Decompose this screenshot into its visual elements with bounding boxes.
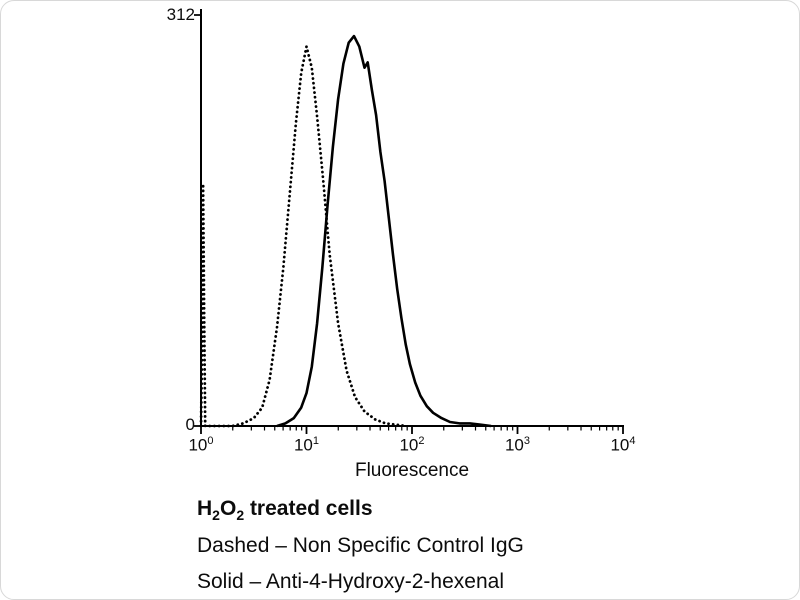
x-tick-label-1e1: 101 (293, 435, 320, 455)
x-tick-label-1e0: 100 (188, 435, 214, 455)
curve-dashed (199, 45, 409, 428)
x-tick-label-1e4: 104 (610, 435, 636, 455)
x-tick-label-1e3: 103 (504, 435, 531, 455)
x-tick-label-1e2: 102 (399, 435, 425, 455)
y-axis-max-label: 312 (166, 5, 195, 24)
caption-dashed-legend: Dashed – Non Specific Control IgG (197, 534, 524, 557)
x-axis-title: Fluorescence (354, 460, 470, 481)
caption-solid-legend: Solid – Anti-4-Hydroxy-2-hexenal (197, 570, 504, 593)
x-axis-ticks (200, 426, 624, 434)
curve-solid (276, 34, 492, 428)
y-axis-min-label: 0 (185, 415, 195, 434)
caption-title: H2O2 treated cells (197, 497, 373, 524)
